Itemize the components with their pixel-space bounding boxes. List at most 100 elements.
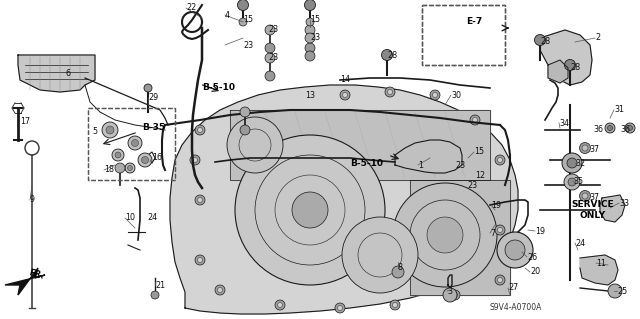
Circle shape	[144, 84, 152, 92]
Text: 26: 26	[527, 253, 537, 262]
Text: 32: 32	[575, 159, 585, 167]
Text: 23: 23	[243, 41, 253, 49]
Text: 17: 17	[20, 117, 30, 127]
Circle shape	[190, 155, 200, 165]
Circle shape	[305, 0, 316, 11]
Circle shape	[568, 178, 576, 186]
Circle shape	[608, 284, 622, 298]
Circle shape	[495, 225, 505, 235]
Polygon shape	[410, 180, 510, 295]
Text: 21: 21	[155, 280, 165, 290]
Text: 33: 33	[619, 198, 629, 207]
Circle shape	[265, 25, 275, 35]
Circle shape	[195, 125, 205, 135]
Circle shape	[342, 217, 418, 293]
Circle shape	[605, 123, 615, 133]
Circle shape	[240, 125, 250, 135]
Text: 10: 10	[125, 213, 135, 222]
Circle shape	[337, 306, 342, 310]
Text: 37: 37	[589, 145, 599, 154]
Circle shape	[131, 139, 138, 146]
Circle shape	[582, 145, 588, 151]
Circle shape	[390, 300, 400, 310]
Circle shape	[450, 290, 460, 300]
Circle shape	[534, 34, 545, 46]
Text: 15: 15	[474, 147, 484, 157]
Text: B-5-10: B-5-10	[202, 84, 235, 93]
Text: 27: 27	[508, 284, 518, 293]
Bar	[88, 108, 175, 180]
Circle shape	[579, 190, 591, 202]
Text: 1: 1	[418, 160, 423, 169]
Circle shape	[385, 87, 395, 97]
Polygon shape	[170, 85, 518, 314]
Circle shape	[218, 287, 223, 293]
Text: 29: 29	[148, 93, 158, 101]
Text: 7: 7	[490, 228, 495, 238]
Circle shape	[305, 33, 315, 43]
Polygon shape	[548, 60, 568, 83]
Text: 3: 3	[447, 286, 452, 295]
Circle shape	[564, 174, 580, 190]
Circle shape	[115, 163, 125, 173]
Text: 23: 23	[467, 182, 477, 190]
Text: FR.: FR.	[28, 269, 45, 281]
Circle shape	[198, 128, 202, 132]
Circle shape	[125, 163, 135, 173]
Circle shape	[579, 143, 591, 153]
Text: 9: 9	[30, 196, 35, 204]
Text: E-7: E-7	[466, 18, 483, 26]
Text: 2: 2	[595, 33, 600, 42]
Circle shape	[567, 158, 577, 168]
Circle shape	[443, 288, 457, 302]
Circle shape	[497, 227, 502, 233]
Text: 20: 20	[530, 268, 540, 277]
Circle shape	[470, 115, 480, 125]
Circle shape	[335, 303, 345, 313]
Bar	[422, 5, 505, 65]
Text: 14: 14	[340, 76, 350, 85]
Text: 23: 23	[310, 33, 320, 42]
Circle shape	[305, 51, 315, 61]
Text: 15: 15	[243, 16, 253, 25]
Circle shape	[198, 197, 202, 203]
Text: 25: 25	[617, 286, 627, 295]
Circle shape	[106, 126, 114, 134]
Circle shape	[195, 255, 205, 265]
Circle shape	[627, 125, 632, 130]
Circle shape	[433, 93, 438, 98]
Circle shape	[128, 136, 142, 150]
Text: 15: 15	[310, 16, 320, 25]
Text: 36: 36	[593, 125, 603, 135]
Circle shape	[115, 152, 121, 158]
Circle shape	[582, 193, 588, 199]
Circle shape	[497, 158, 502, 162]
Circle shape	[497, 278, 502, 283]
Circle shape	[195, 195, 205, 205]
Polygon shape	[395, 140, 462, 173]
Circle shape	[392, 266, 404, 278]
Circle shape	[495, 155, 505, 165]
Circle shape	[265, 53, 275, 63]
Circle shape	[305, 25, 315, 35]
Polygon shape	[18, 55, 95, 92]
Circle shape	[393, 183, 497, 287]
Text: 28: 28	[570, 63, 580, 72]
Text: 6: 6	[65, 69, 70, 78]
Text: 30: 30	[451, 91, 461, 100]
Polygon shape	[230, 110, 490, 180]
Bar	[422, 5, 505, 65]
Circle shape	[564, 60, 575, 70]
Circle shape	[342, 93, 348, 98]
Circle shape	[495, 275, 505, 285]
Circle shape	[278, 302, 282, 308]
Text: 18: 18	[104, 166, 114, 174]
Circle shape	[625, 123, 635, 133]
Circle shape	[387, 90, 392, 94]
Text: 19: 19	[491, 201, 501, 210]
Text: 23: 23	[455, 160, 465, 169]
Text: 24: 24	[575, 239, 585, 248]
Circle shape	[235, 135, 385, 285]
Text: 34: 34	[559, 118, 569, 128]
Text: S9V4-A0700A: S9V4-A0700A	[490, 303, 542, 313]
